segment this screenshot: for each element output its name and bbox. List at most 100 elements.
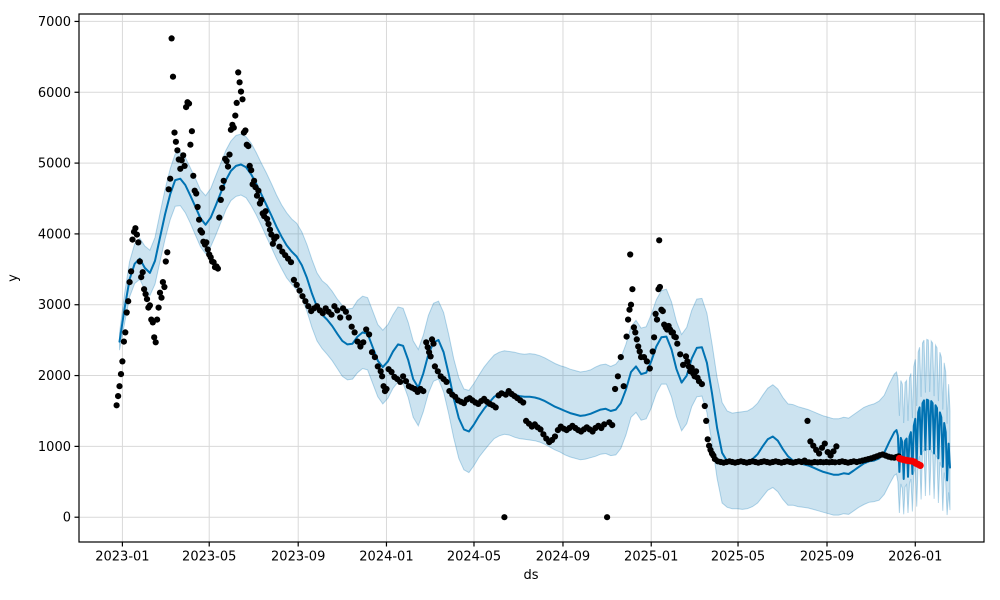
- actual-point: [248, 167, 255, 174]
- actual-point: [626, 306, 633, 313]
- actual-point: [492, 404, 499, 411]
- actual-point: [656, 237, 663, 244]
- y-tick-label: 3000: [38, 298, 71, 313]
- actual-point: [196, 216, 203, 223]
- actual-point: [122, 329, 129, 336]
- actual-point: [674, 340, 681, 347]
- actual-point: [216, 214, 223, 221]
- actual-point: [242, 127, 249, 134]
- actual-point: [194, 203, 201, 211]
- actual-point: [162, 258, 169, 265]
- actuals-layer: [113, 35, 902, 521]
- actual-point: [627, 301, 635, 308]
- actual-point: [139, 269, 146, 276]
- y-tick-label: 2000: [38, 369, 71, 384]
- actual-point: [633, 336, 640, 343]
- actual-point: [136, 258, 143, 265]
- actual-point: [223, 157, 230, 165]
- actual-point: [345, 314, 352, 321]
- actual-point: [371, 354, 378, 361]
- actual-point: [133, 231, 140, 238]
- actual-point: [132, 225, 139, 232]
- actual-point: [319, 310, 326, 317]
- y-tick-label: 7000: [38, 15, 71, 30]
- actual-point: [265, 220, 272, 228]
- actual-point: [159, 279, 166, 286]
- actual-point: [649, 348, 656, 355]
- y-axis-label: y: [6, 274, 21, 282]
- actual-point: [266, 226, 274, 233]
- actual-point: [383, 385, 390, 393]
- actual-point: [143, 296, 151, 303]
- actual-point: [643, 358, 651, 365]
- actual-point: [290, 276, 297, 283]
- actual-point: [623, 333, 630, 340]
- actual-point: [680, 361, 687, 368]
- x-tick-label: 2024-09: [536, 550, 590, 565]
- actual-point: [609, 422, 616, 429]
- actual-point: [354, 338, 361, 345]
- actual-point: [627, 251, 634, 258]
- actual-point: [236, 79, 243, 86]
- actual-point: [625, 316, 632, 323]
- actual-point: [620, 383, 627, 390]
- actual-point: [220, 177, 227, 184]
- actual-point: [193, 190, 200, 197]
- uncertainty-band-layer: [119, 133, 951, 516]
- x-tick-label: 2025-05: [711, 550, 765, 565]
- actual-point: [424, 344, 431, 351]
- actual-point: [152, 339, 159, 346]
- actual-point: [443, 378, 450, 385]
- actual-point: [146, 302, 153, 309]
- actual-point: [328, 311, 335, 318]
- actual-point: [178, 157, 185, 164]
- actual-point: [632, 329, 639, 336]
- actual-point: [651, 334, 658, 341]
- actual-point: [135, 239, 142, 246]
- axes-layer: 2023-01 2023-05 2023-09 2024-01 2024-05 2024-…: [38, 13, 985, 565]
- actual-point: [420, 388, 427, 395]
- actual-point: [142, 291, 149, 298]
- actual-point: [287, 259, 295, 266]
- y-tick-label: 5000: [38, 157, 71, 172]
- actual-point: [156, 289, 164, 296]
- actual-point: [302, 298, 309, 305]
- actual-point: [551, 433, 559, 440]
- x-tick-label: 2023-01: [95, 550, 149, 565]
- actual-point: [816, 450, 823, 457]
- actual-point: [334, 307, 341, 314]
- x-tick-label: 2026-01: [888, 550, 942, 565]
- actual-point: [151, 334, 158, 341]
- actual-point: [693, 368, 700, 375]
- actual-point: [188, 128, 195, 135]
- actual-point: [431, 363, 438, 370]
- y-tick-label: 0: [63, 511, 71, 526]
- x-tick-label: 2023-09: [271, 550, 325, 565]
- actual-point: [169, 73, 177, 80]
- actual-point: [374, 363, 381, 370]
- uncertainty-band: [119, 133, 951, 516]
- actual-point: [264, 215, 271, 223]
- actual-point: [171, 129, 178, 136]
- x-tick-label: 2025-09: [800, 550, 854, 565]
- actual-point: [237, 88, 245, 95]
- actual-point: [198, 229, 206, 236]
- actual-point: [366, 331, 373, 338]
- actual-point: [190, 172, 197, 179]
- actual-point: [167, 175, 174, 182]
- actual-point: [360, 339, 367, 346]
- actual-point: [255, 187, 262, 194]
- actual-point: [635, 343, 642, 350]
- actual-point: [342, 308, 349, 315]
- actual-point: [682, 353, 690, 360]
- actual-point: [185, 100, 193, 107]
- actual-point: [115, 393, 122, 400]
- actual-point: [119, 358, 126, 365]
- actual-point: [402, 378, 410, 385]
- actual-point: [351, 329, 358, 336]
- actual-point: [165, 186, 172, 193]
- actual-point: [158, 294, 165, 301]
- x-tick-label: 2025-01: [624, 550, 678, 565]
- actual-point: [128, 268, 135, 275]
- actual-point: [833, 443, 840, 450]
